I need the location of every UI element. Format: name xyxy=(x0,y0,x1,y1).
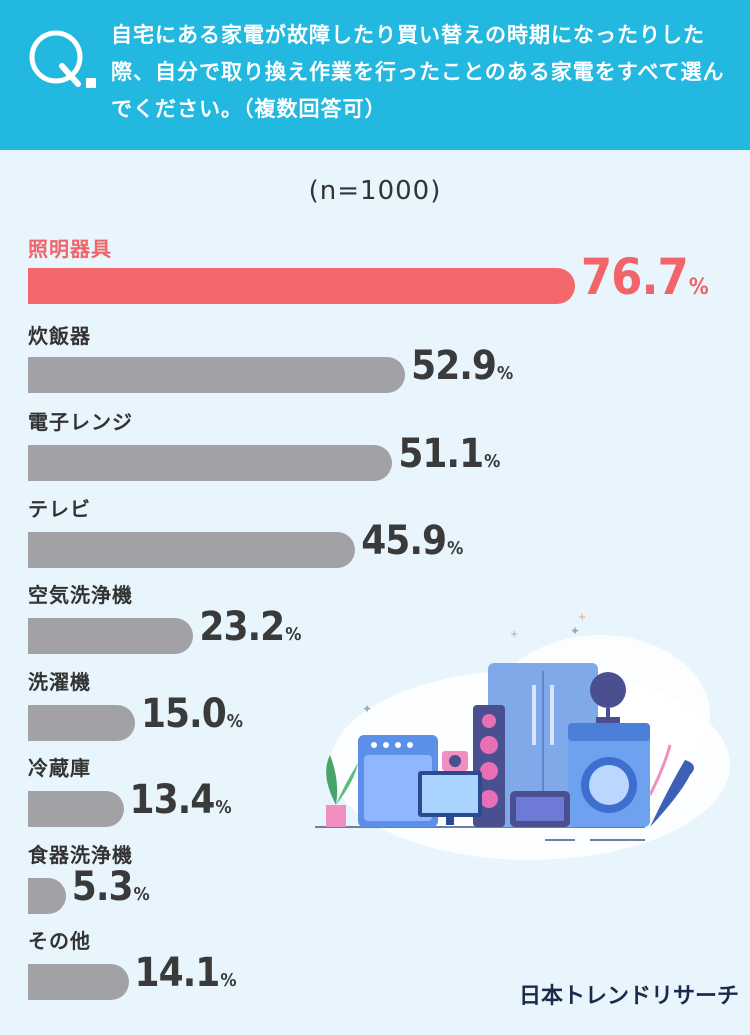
value-label: 5.3% xyxy=(72,864,150,910)
value-number: 52.9 xyxy=(411,342,497,389)
brand-logo: 日本トレンドリサーチ xyxy=(519,984,740,1009)
value-number: 23.2 xyxy=(199,604,285,650)
category-label: 照明器具 xyxy=(28,237,112,261)
svg-text:+: + xyxy=(510,629,518,640)
value-number: 5.3 xyxy=(71,863,134,910)
value-label: 76.7% xyxy=(581,248,709,306)
svg-text:+: + xyxy=(578,612,586,623)
bar xyxy=(28,268,575,304)
bar xyxy=(28,877,66,914)
value-unit: % xyxy=(220,970,237,991)
value-number: 14.1 xyxy=(134,950,221,996)
value-number: 13.4 xyxy=(129,777,216,823)
bar xyxy=(28,704,135,741)
question-header: 自宅にある家電が故障したり買い替えの時期になったりした際、自分で取り換え作業を行… xyxy=(0,0,750,150)
value-unit: % xyxy=(496,362,514,384)
value-unit: % xyxy=(285,624,302,645)
bar xyxy=(28,356,406,393)
svg-text:✦: ✦ xyxy=(362,702,372,716)
sample-size: (n=1000) xyxy=(308,176,442,206)
appliances-illustration: ✦ + ✦ + xyxy=(315,612,730,860)
value-unit: % xyxy=(447,537,464,559)
value-label: 52.9% xyxy=(411,343,513,389)
category-label: 冷蔵庫 xyxy=(28,756,91,780)
category-label: 食器洗浄機 xyxy=(28,842,133,867)
bar xyxy=(28,531,356,568)
value-label: 51.1% xyxy=(398,431,500,477)
question-text: 自宅にある家電が故障したり買い替えの時期になったりした際、自分で取り換え作業を行… xyxy=(111,23,725,121)
bar xyxy=(28,964,129,1000)
value-unit: % xyxy=(215,797,232,818)
value-number: 76.7 xyxy=(580,248,689,306)
svg-text:✦: ✦ xyxy=(570,624,580,638)
category-label: 洗濯機 xyxy=(28,669,91,694)
category-label: 空気洗浄機 xyxy=(28,583,133,607)
value-number: 15.0 xyxy=(140,690,227,737)
bar xyxy=(28,791,124,827)
value-label: 15.0% xyxy=(141,691,243,737)
bar xyxy=(28,445,393,481)
category-label: 炊飯器 xyxy=(28,323,91,348)
value-unit: % xyxy=(226,710,243,732)
value-unit: % xyxy=(133,883,150,905)
category-label: テレビ xyxy=(28,496,91,521)
category-label: 電子レンジ xyxy=(28,410,133,434)
value-label: 14.1% xyxy=(135,950,237,996)
value-number: 51.1 xyxy=(398,431,484,477)
value-unit: % xyxy=(688,275,709,300)
q-badge-icon xyxy=(29,30,96,88)
bar xyxy=(28,618,194,654)
value-label: 23.2% xyxy=(199,604,301,650)
value-label: 45.9% xyxy=(361,518,463,564)
value-number: 45.9 xyxy=(361,517,447,564)
value-label: 13.4% xyxy=(130,777,232,823)
value-unit: % xyxy=(484,451,501,472)
category-label: その他 xyxy=(28,929,91,953)
